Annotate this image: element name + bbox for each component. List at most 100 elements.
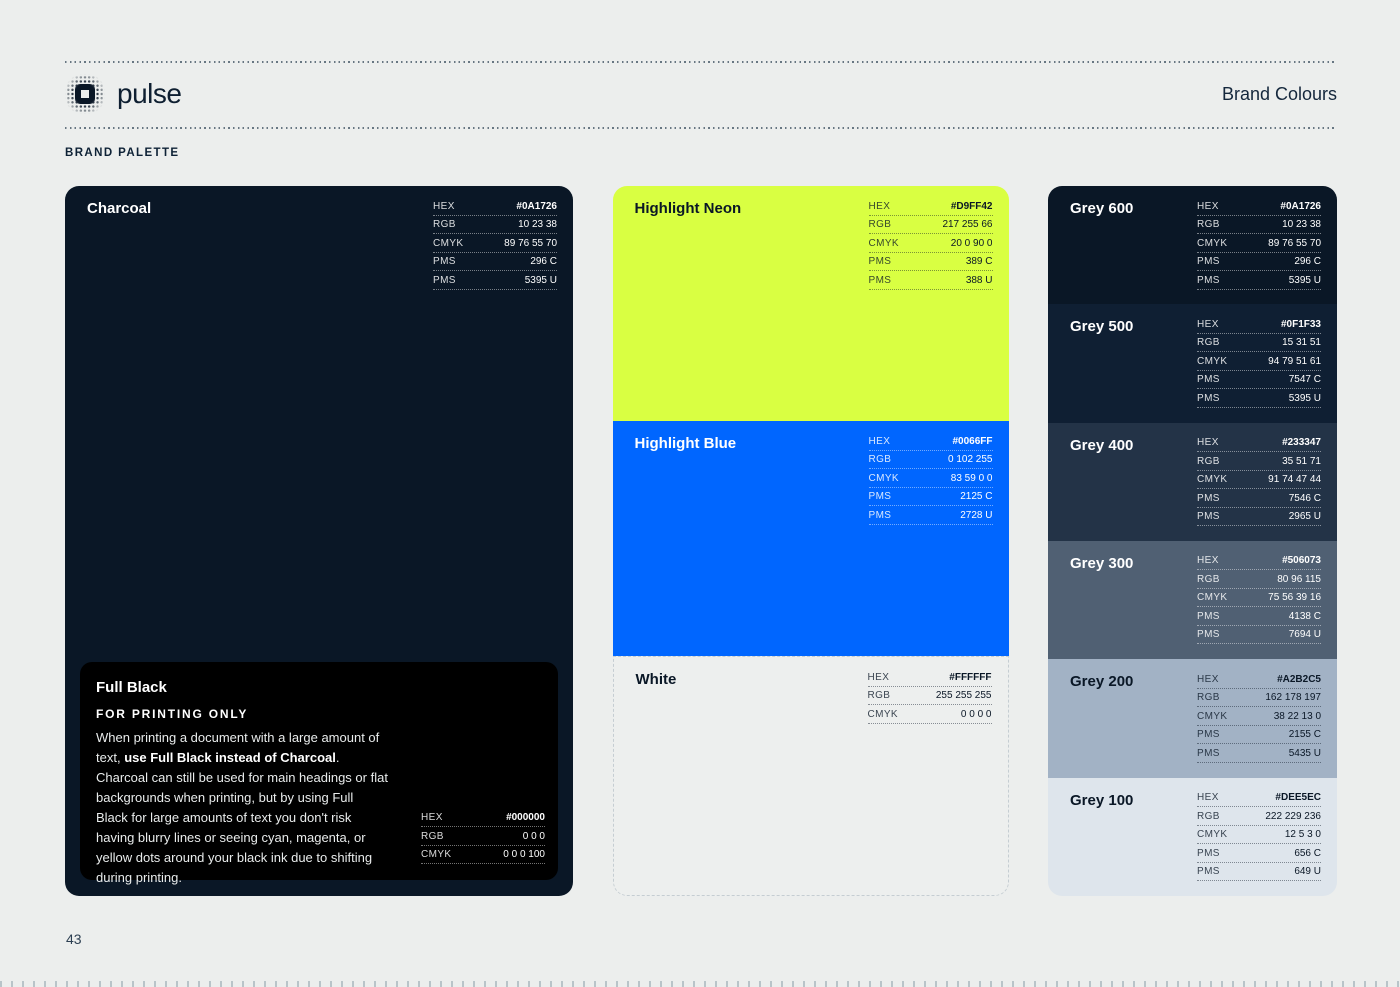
spec-row: PMS 5395 U — [433, 271, 557, 290]
spec-label: CMYK — [1197, 355, 1228, 367]
spec-row: CMYK 94 79 51 61 — [1197, 352, 1321, 371]
spec-row: PMS 649 U — [1197, 863, 1321, 882]
spec-label: PMS — [1197, 747, 1220, 759]
spec-row: HEX #DEE5EC — [1197, 789, 1321, 808]
spec-row: PMS 7547 C — [1197, 371, 1321, 390]
spec-row: PMS 2155 C — [1197, 726, 1321, 745]
page-number: 43 — [66, 931, 82, 947]
bottom-ruler-ticks — [0, 981, 1400, 987]
spec-row: CMYK 89 76 55 70 — [1197, 234, 1321, 253]
spec-label: PMS — [868, 491, 892, 502]
spec-label: PMS — [1197, 492, 1220, 504]
spec-value: 5435 U — [1288, 747, 1321, 759]
spec-label: CMYK — [1197, 829, 1228, 841]
spec-row: RGB 162 178 197 — [1197, 689, 1321, 708]
swatch-name: Highlight Blue — [634, 435, 737, 452]
spec-value: 91 74 47 44 — [1268, 474, 1321, 486]
spec-row: CMYK 75 56 39 16 — [1197, 589, 1321, 608]
swatch-name: Grey 600 — [1070, 200, 1134, 217]
spec-row: HEX #233347 — [1197, 434, 1321, 453]
spec-value: 0 102 255 — [948, 454, 993, 465]
spec-label: CMYK — [421, 849, 452, 860]
color-spec-table: HEX #DEE5EC RGB 222 229 236 CMYK 12 5 3 … — [1197, 789, 1321, 882]
spec-row: PMS 389 C — [868, 253, 993, 271]
swatch-name: Grey 500 — [1070, 318, 1134, 336]
spec-label: PMS — [1197, 729, 1220, 741]
spec-row: HEX #FFFFFF — [867, 668, 992, 687]
header: pulse Brand Colours — [65, 68, 1337, 120]
body-text: When printing a document with a large am… — [96, 730, 380, 765]
spec-row: RGB 10 23 38 — [433, 216, 557, 234]
swatch-grey-100: Grey 100 HEX #DEE5EC RGB 222 229 236 CMY… — [1048, 777, 1337, 896]
spec-value: 5395 U — [524, 274, 557, 286]
spec-row: RGB 222 229 236 — [1197, 807, 1321, 826]
color-spec-table: HEX #0A1726 RGB 10 23 38 CMYK 89 76 55 7… — [433, 197, 557, 290]
spec-value: 255 255 255 — [935, 690, 992, 701]
spec-row: PMS 7694 U — [1197, 626, 1321, 645]
spec-value: 0 0 0 — [522, 830, 545, 842]
spec-value: 2125 C — [960, 491, 993, 502]
spec-row: RGB 217 255 66 — [868, 216, 993, 234]
spec-label: PMS — [1197, 610, 1220, 622]
spec-label: PMS — [1197, 511, 1220, 523]
highlights-column: Highlight Neon HEX #D9FF42 RGB 217 255 6… — [612, 186, 1009, 896]
spec-value: 38 22 13 0 — [1273, 710, 1321, 722]
swatch-grey-300: Grey 300 HEX #506073 RGB 80 96 115 CMYK — [1048, 540, 1337, 660]
swatch-grey-200: Grey 200 HEX #A2B2C5 RGB 162 178 197 CMY… — [1048, 659, 1337, 778]
spec-row: CMYK 89 76 55 70 — [433, 234, 557, 253]
color-spec-table: HEX #A2B2C5 RGB 162 178 197 CMYK 38 22 1… — [1197, 670, 1321, 763]
spec-row: RGB 35 51 71 — [1197, 452, 1321, 471]
spec-row: HEX #A2B2C5 — [1197, 670, 1321, 689]
spec-label: HEX — [1197, 318, 1219, 330]
swatch-name: Highlight Neon — [634, 200, 742, 217]
spec-label: RGB — [1197, 810, 1220, 822]
spec-row: RGB 255 255 255 — [867, 687, 992, 705]
swatch-highlight-blue: Highlight Blue HEX #0066FF RGB 0 102 255… — [612, 421, 1009, 656]
color-spec-table: HEX #FFFFFF RGB 255 255 255 CMYK 0 0 0 0 — [867, 668, 992, 724]
color-spec-table: HEX #506073 RGB 80 96 115 CMYK 75 56 39 … — [1197, 552, 1321, 645]
pulse-halftone-logo-icon — [65, 74, 105, 114]
spec-value: #000000 — [506, 812, 545, 823]
swatch-highlight-neon: Highlight Neon HEX #D9FF42 RGB 217 255 6… — [612, 186, 1009, 421]
spec-value: #233347 — [1282, 437, 1321, 449]
spec-label: CMYK — [1197, 237, 1228, 249]
spec-value: #0A1726 — [516, 200, 557, 212]
spec-row: HEX #0066FF — [868, 432, 993, 451]
color-spec-table: HEX #233347 RGB 35 51 71 CMYK 91 74 47 4… — [1197, 434, 1321, 527]
spec-value: 94 79 51 61 — [1268, 355, 1321, 367]
spec-label: CMYK — [868, 472, 899, 484]
spec-value: 2155 C — [1288, 729, 1321, 741]
spec-value: 217 255 66 — [942, 219, 993, 230]
full-black-card: Full Black FOR PRINTING ONLY When printi… — [80, 662, 558, 885]
spec-label: PMS — [868, 274, 892, 286]
spec-value: 162 178 197 — [1265, 692, 1321, 704]
full-black-title: Full Black — [96, 679, 167, 696]
spec-label: HEX — [867, 671, 890, 683]
spec-value: 5395 U — [1288, 392, 1321, 404]
spec-row: PMS 2125 C — [868, 488, 993, 506]
spec-label: PMS — [1197, 256, 1220, 267]
spec-value: 75 56 39 16 — [1268, 592, 1321, 604]
spec-row: PMS 2728 U — [868, 506, 993, 525]
spec-row: PMS 5395 U — [1197, 389, 1321, 408]
spec-row: CMYK 0 0 0 100 — [421, 846, 545, 864]
color-spec-table: HEX #0066FF RGB 0 102 255 CMYK 83 59 0 0 — [868, 432, 993, 525]
spec-value: 0 0 0 0 — [960, 708, 992, 720]
spec-row: CMYK 38 22 13 0 — [1197, 707, 1321, 726]
spec-label: HEX — [868, 200, 891, 212]
spec-row: RGB 0 0 0 — [421, 827, 545, 846]
spec-value: 89 76 55 70 — [1268, 237, 1321, 249]
full-black-body: When printing a document with a large am… — [96, 728, 388, 888]
spec-row: PMS 5435 U — [1197, 744, 1321, 763]
spec-label: HEX — [1197, 200, 1219, 212]
spec-row: CMYK 0 0 0 0 — [867, 705, 992, 724]
full-black-subtitle: FOR PRINTING ONLY — [96, 707, 249, 721]
spec-label: CMYK — [1197, 592, 1228, 604]
spec-value: #FFFFFF — [949, 671, 992, 683]
spec-row: PMS 656 C — [1197, 844, 1321, 863]
spec-label: HEX — [1197, 437, 1219, 449]
spec-value: 20 0 90 0 — [950, 237, 993, 249]
spec-label: RGB — [868, 219, 892, 230]
spec-value: 5395 U — [1288, 274, 1321, 286]
spec-row: CMYK 83 59 0 0 — [868, 469, 993, 488]
